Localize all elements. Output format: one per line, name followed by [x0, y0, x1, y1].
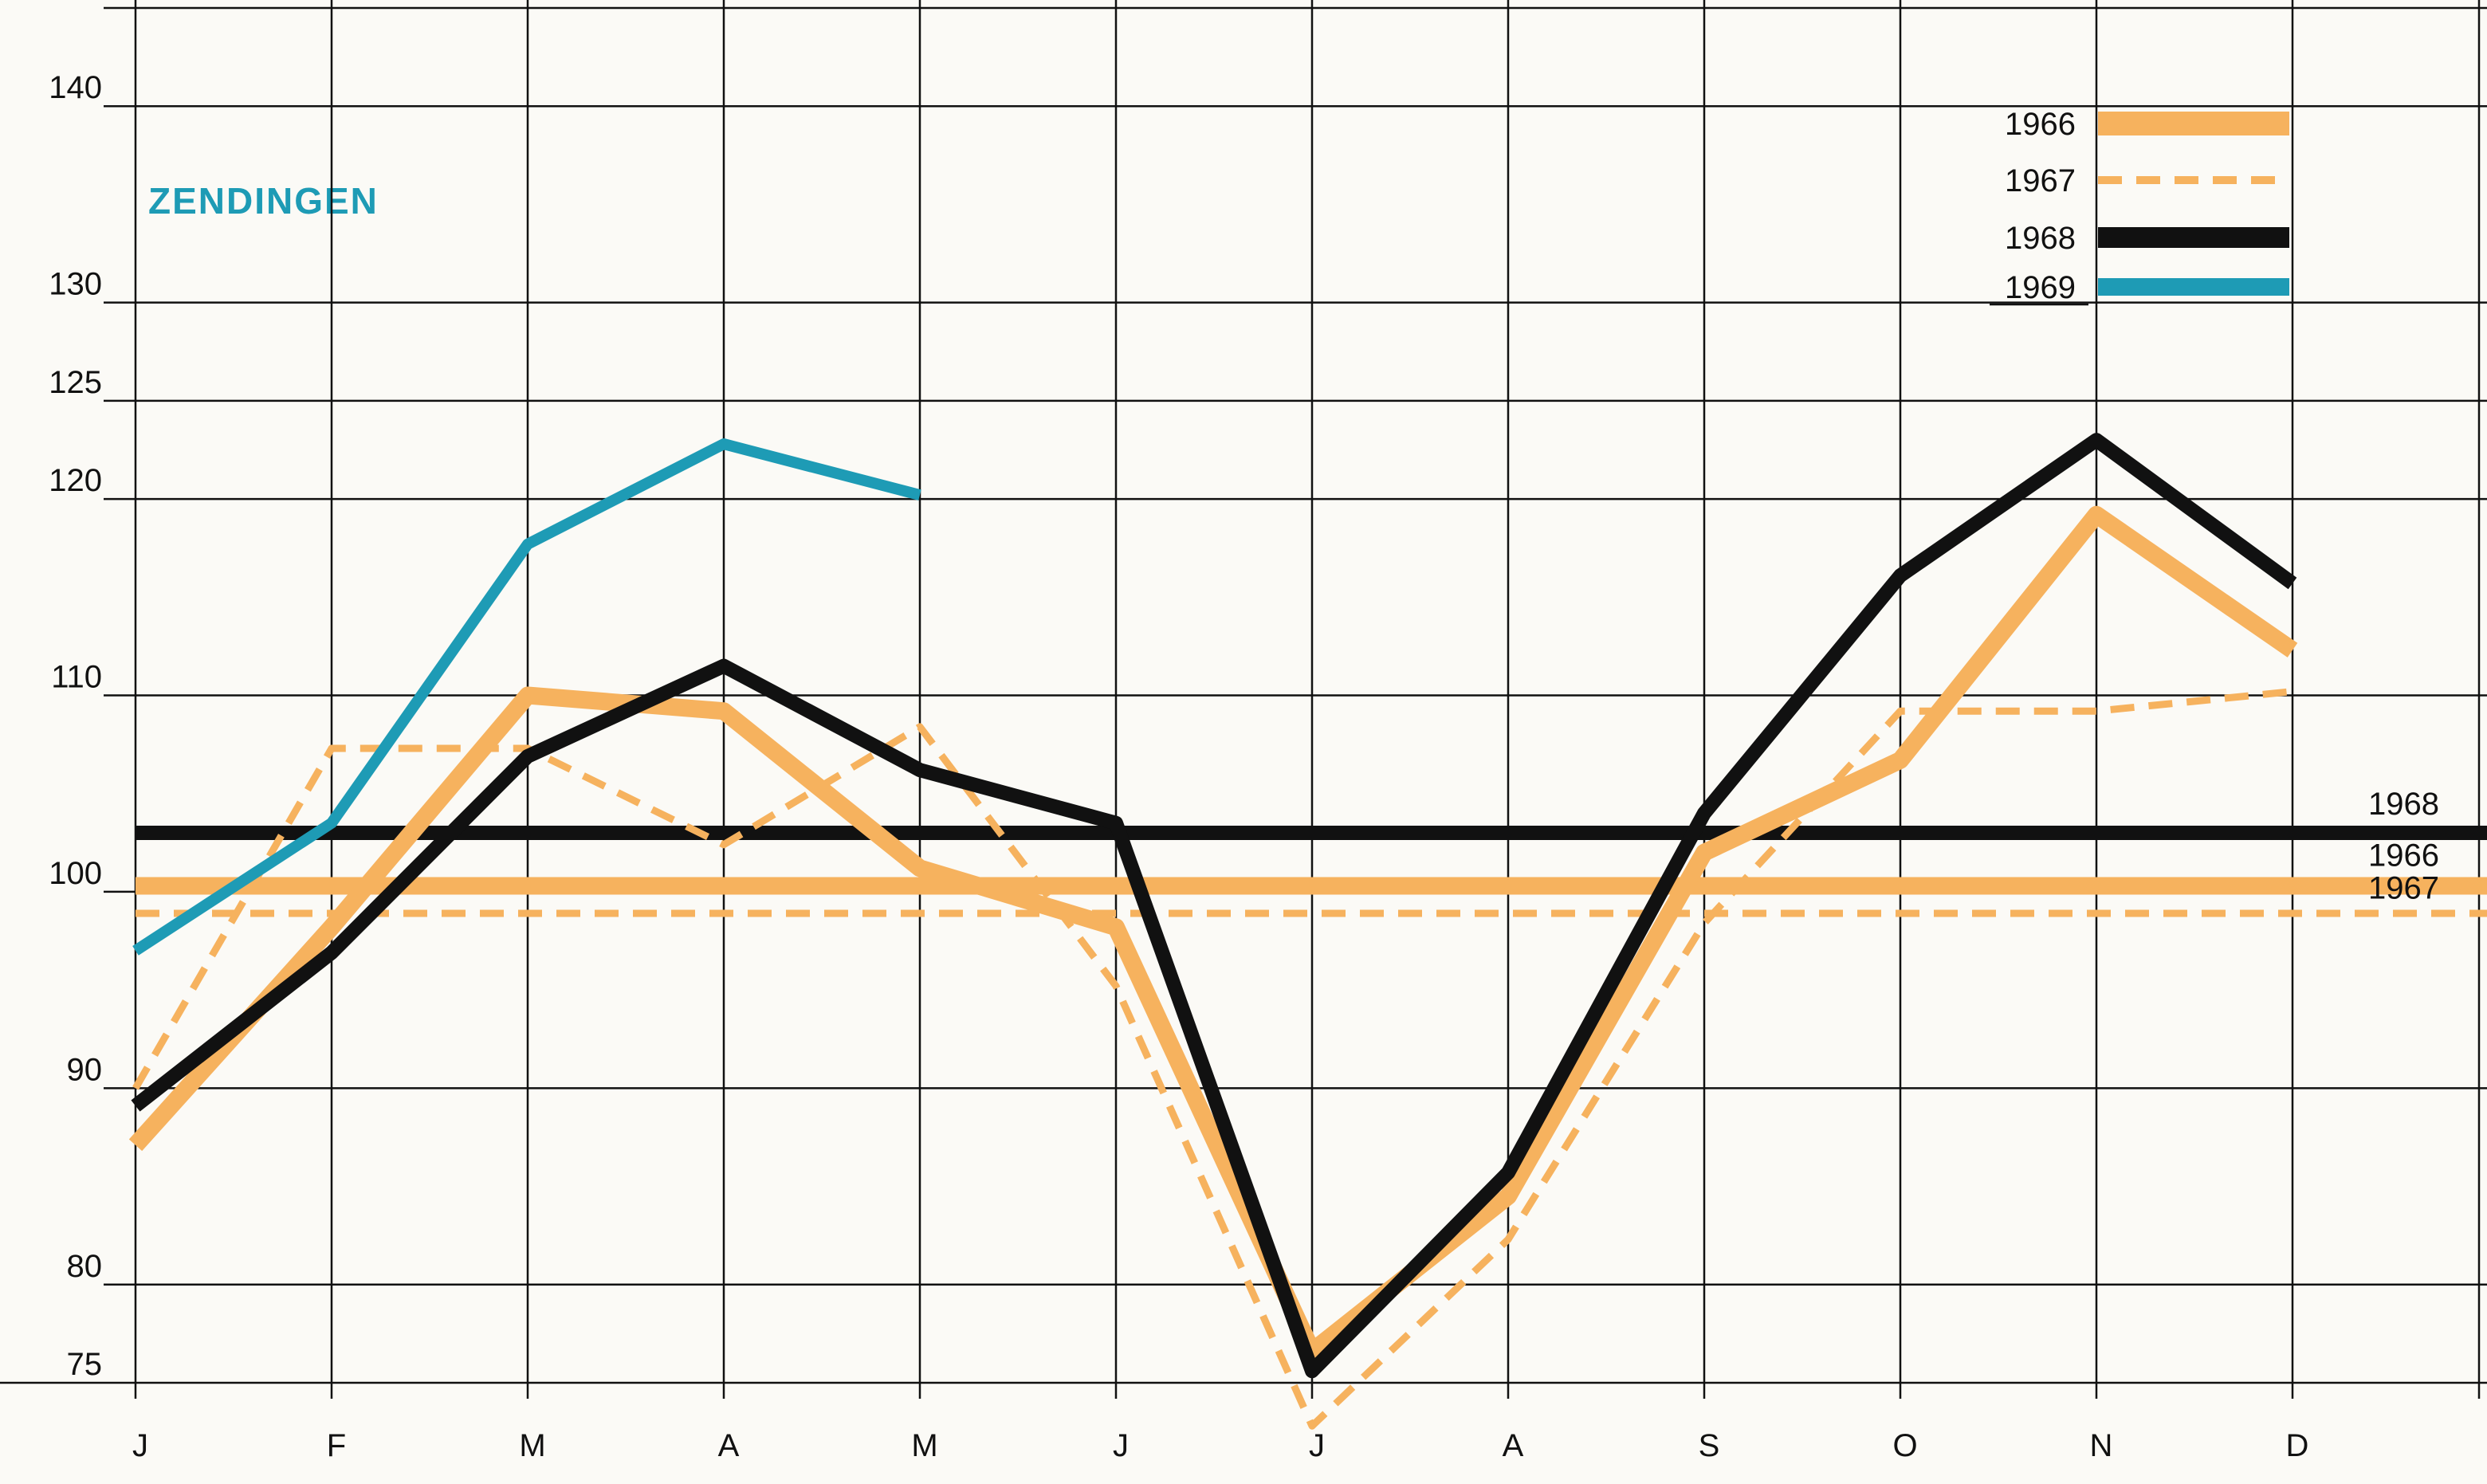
x-tick-label: A	[1503, 1428, 1524, 1463]
x-tick-label: N	[2090, 1428, 2113, 1463]
reference-label: 1967	[2368, 871, 2439, 906]
x-tick-label: S	[1699, 1428, 1720, 1463]
series-line	[132, 688, 2293, 1430]
x-tick-label: A	[718, 1428, 740, 1463]
x-tick-label: M	[519, 1428, 545, 1463]
series-line	[132, 438, 921, 956]
x-tick-label: J	[1113, 1428, 1129, 1463]
x-tick-label: J	[1309, 1428, 1325, 1463]
y-tick-label: 130	[49, 267, 102, 302]
y-tick-label: 100	[49, 856, 102, 891]
x-tick-label: D	[2286, 1428, 2309, 1463]
y-tick-label: 120	[49, 463, 102, 498]
x-tick-label: J	[132, 1428, 148, 1463]
y-tick-label: 80	[67, 1249, 103, 1284]
y-tick-label: 125	[49, 365, 102, 400]
legend-label: 1969	[2005, 270, 2076, 305]
y-tick-label: 75	[67, 1347, 103, 1382]
x-tick-label: O	[1892, 1428, 1917, 1463]
reference-label: 1968	[2368, 787, 2439, 822]
reference-label: 1966	[2368, 838, 2439, 874]
legend-label: 1966	[2005, 107, 2076, 142]
y-tick-label: 110	[51, 660, 102, 695]
x-tick-label: F	[327, 1428, 346, 1463]
x-tick-label: M	[911, 1428, 937, 1463]
legend-label: 1968	[2005, 221, 2076, 256]
y-tick-label: 140	[49, 70, 102, 105]
series-line	[128, 505, 2298, 1360]
legend-label: 1967	[2005, 163, 2076, 198]
y-tick-label: 90	[67, 1052, 103, 1087]
series-line	[131, 433, 2297, 1379]
chart-title: ZENDINGEN	[148, 180, 379, 222]
